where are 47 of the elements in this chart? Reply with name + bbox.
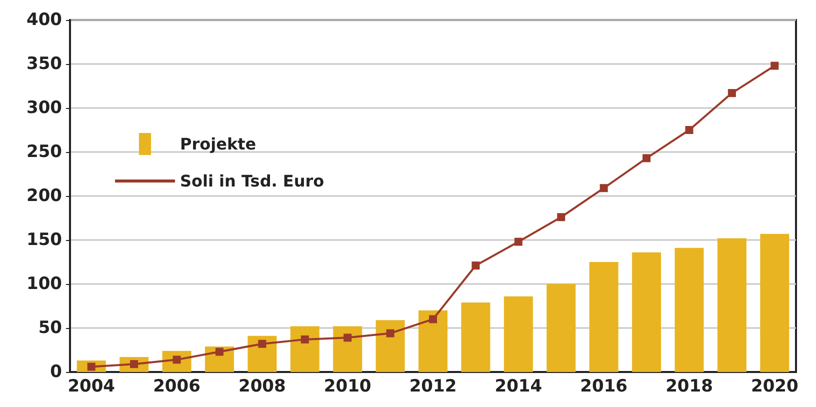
y-tick-label: 300 (26, 98, 62, 118)
bar (290, 326, 320, 372)
x-tick-label: 2006 (153, 376, 200, 396)
point (472, 262, 480, 270)
x-tick-label: 2014 (494, 376, 542, 396)
y-tick-label: 400 (26, 10, 62, 30)
bar (248, 336, 277, 372)
y-tick-label: 350 (26, 54, 62, 74)
y-tick-label: 0 (50, 362, 62, 382)
x-tick-label: 2016 (580, 376, 628, 396)
x-tick-label: 2012 (409, 376, 457, 396)
y-tick-label: 50 (38, 318, 62, 338)
point (429, 315, 437, 324)
y-tick-label: 250 (26, 142, 62, 162)
point (557, 213, 566, 222)
bar (760, 234, 790, 372)
y-tick-label: 150 (26, 230, 62, 250)
point (728, 89, 736, 98)
x-tick-label: 2008 (238, 376, 286, 396)
x-tick-label: 2020 (750, 376, 798, 396)
bar (461, 302, 490, 372)
point (514, 238, 522, 246)
bar (504, 296, 533, 372)
point (770, 62, 779, 70)
bar (546, 284, 576, 372)
bar (674, 248, 704, 372)
legend-label: Soli in Tsd. Euro (180, 172, 324, 190)
point (300, 335, 309, 344)
bar (418, 310, 448, 372)
bar (333, 326, 362, 372)
point (685, 126, 694, 134)
bar (717, 238, 746, 372)
bar (589, 262, 618, 372)
point (642, 154, 651, 162)
x-tick-label: 2010 (324, 376, 372, 396)
point (600, 184, 608, 192)
legend-label: Projekte (180, 134, 256, 154)
point (215, 348, 224, 356)
x-tick-label: 2004 (68, 376, 116, 396)
point (258, 340, 266, 348)
point (344, 334, 352, 342)
y-tick-label: 200 (26, 186, 62, 206)
bar (632, 252, 662, 372)
bar (376, 320, 405, 372)
x-tick-label: 2018 (666, 376, 713, 396)
y-tick-label: 100 (26, 274, 62, 294)
point (386, 329, 394, 338)
